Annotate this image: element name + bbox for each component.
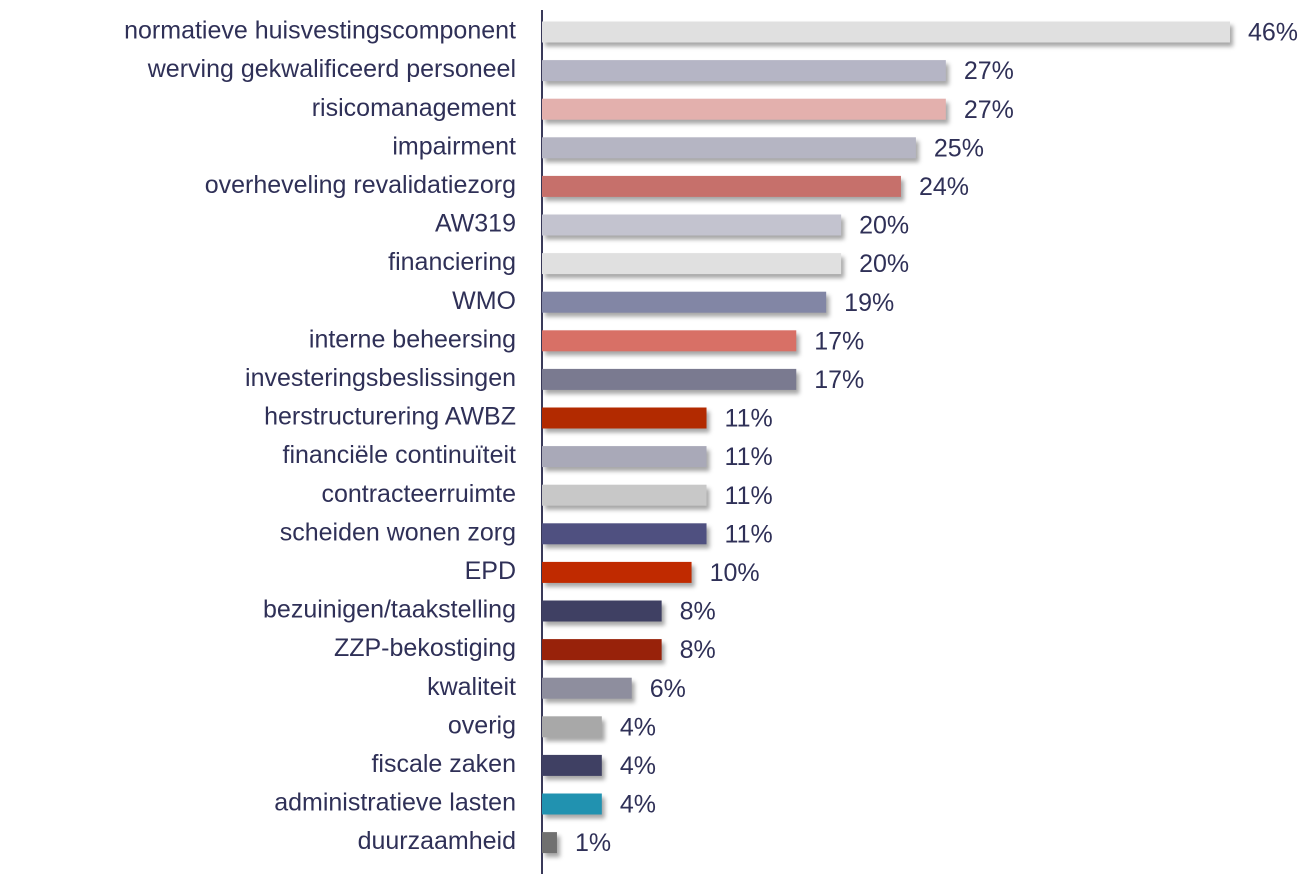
category-label: administratieve lasten: [274, 789, 516, 817]
category-label: kwaliteit: [427, 673, 516, 701]
bar: [542, 60, 946, 82]
bar: [542, 832, 557, 854]
category-label: WMO: [452, 287, 516, 315]
category-label: risicomanagement: [312, 94, 516, 122]
bar: [542, 446, 707, 468]
value-label: 20%: [859, 250, 909, 278]
category-label: duurzaamheid: [358, 827, 516, 855]
category-label: AW319: [435, 210, 516, 238]
bar: [542, 407, 707, 429]
value-label: 8%: [680, 636, 716, 664]
value-label: 25%: [934, 134, 984, 162]
bar: [542, 253, 842, 275]
category-label: overheveling revalidatiezorg: [205, 171, 516, 199]
value-label: 19%: [844, 289, 894, 317]
bar: [542, 523, 707, 545]
bar: [542, 754, 602, 776]
bar: [542, 137, 916, 159]
category-label: werving gekwalificeerd personeel: [147, 55, 516, 83]
value-label: 11%: [725, 482, 773, 510]
value-label: 4%: [620, 713, 656, 741]
value-label: 11%: [725, 520, 773, 548]
bar: [542, 330, 797, 352]
value-label: 11%: [725, 405, 773, 433]
value-label: 4%: [620, 791, 656, 819]
value-label: 11%: [725, 443, 773, 471]
value-label: 4%: [620, 752, 656, 780]
category-label: impairment: [392, 132, 516, 160]
bar: [542, 639, 662, 661]
value-label: 8%: [680, 598, 716, 626]
value-label: 17%: [814, 327, 864, 355]
bar: [542, 677, 632, 699]
value-label: 27%: [964, 57, 1014, 85]
category-label: financiële continuïteit: [283, 441, 517, 469]
value-label: 1%: [575, 829, 611, 857]
bar: [542, 600, 662, 622]
value-label: 27%: [964, 96, 1014, 124]
category-label: scheiden wonen zorg: [280, 518, 516, 546]
category-label: overig: [448, 711, 516, 739]
category-label: contracteerruimte: [321, 480, 516, 508]
value-label: 24%: [919, 173, 969, 201]
bar: [542, 98, 946, 120]
value-label: 17%: [814, 366, 864, 394]
value-label: 10%: [710, 559, 760, 587]
bar: [542, 175, 901, 197]
category-label: investeringsbeslissingen: [245, 364, 516, 392]
category-label: normatieve huisvestingscomponent: [124, 17, 516, 45]
category-label: herstructurering AWBZ: [264, 403, 516, 431]
bar: [542, 793, 602, 815]
bar: [542, 291, 827, 313]
bar: [542, 214, 842, 236]
category-label: bezuinigen/taakstelling: [263, 596, 516, 624]
category-label: fiscale zaken: [371, 750, 516, 778]
bar: [542, 21, 1230, 43]
value-label: 46%: [1248, 19, 1298, 47]
category-label: ZZP-bekostiging: [334, 634, 516, 662]
category-label: financiering: [388, 248, 516, 276]
category-label: interne beheersing: [309, 325, 516, 353]
value-label: 6%: [650, 675, 686, 703]
bar: [542, 561, 692, 583]
bar: [542, 716, 602, 738]
value-label: 20%: [859, 212, 909, 240]
bar: [542, 484, 707, 506]
category-label: EPD: [465, 557, 516, 585]
bar: [542, 368, 797, 390]
